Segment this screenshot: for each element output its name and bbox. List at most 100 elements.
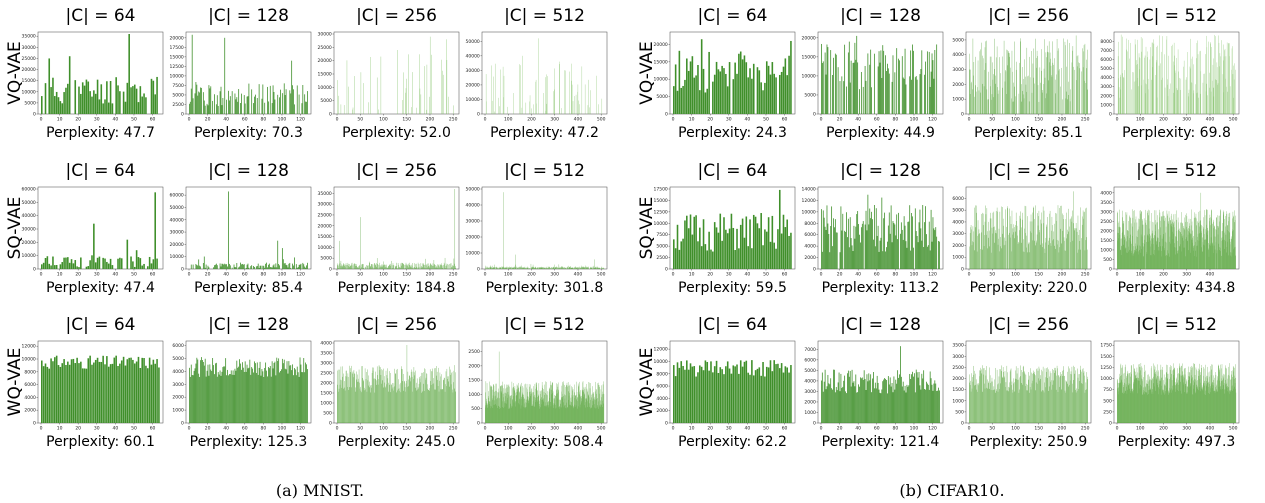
codeword-bar [686, 360, 688, 423]
x-tick-label: 100 [910, 272, 919, 278]
codeword-bar [752, 214, 755, 269]
codeword-bar [256, 362, 258, 423]
codeword-bar [738, 53, 740, 114]
codeword-bar [294, 368, 295, 423]
codeword-bar [191, 375, 193, 423]
codeword-bar [91, 96, 93, 114]
codeword-bar [264, 102, 266, 114]
x-tick-label: 60 [242, 117, 248, 123]
codeword-bar [853, 62, 855, 114]
codeword-bar [141, 265, 143, 269]
codeword-bar [256, 265, 258, 269]
codeword-bar [228, 100, 230, 114]
x-tick-label: 100 [278, 117, 287, 123]
codeword-bar [837, 382, 839, 423]
codeword-bar [254, 361, 255, 423]
codeword-bar [710, 361, 712, 423]
codeword-bar [743, 55, 746, 114]
usage-histogram: 0 1000 2000 3000 4000 5000 6000 7000 8000 0 100 200… [1100, 31, 1240, 123]
codeword-bar [135, 361, 138, 423]
codeword-bar [263, 377, 265, 423]
y-tick-label: 10000 [653, 77, 667, 83]
codeword-bar [52, 256, 54, 269]
x-tick-label: 0 [968, 272, 971, 278]
y-tick-label: 3000 [320, 361, 332, 367]
codeword-bar [900, 222, 902, 269]
y-tick-label: 5000 [656, 244, 668, 250]
codeword-bar [269, 366, 271, 423]
codeword-bar [771, 215, 774, 269]
codeword-bar [236, 97, 238, 114]
codeword-bar [109, 81, 112, 114]
codeword-bar [839, 81, 841, 114]
codeword-bar [137, 356, 140, 423]
codeword-bar [721, 369, 723, 423]
codeword-bar [286, 265, 288, 269]
codeword-bar [204, 267, 206, 269]
x-tick-label: 30 [94, 426, 100, 432]
y-tick-label: 1000 [952, 97, 964, 103]
codeword-bar [909, 205, 911, 269]
codeword-bar [853, 381, 855, 423]
codeword-bar [842, 386, 844, 423]
y-tick-label: 35000 [21, 34, 35, 40]
codeword-bar [278, 263, 280, 269]
x-tick-label: 100 [504, 117, 513, 123]
codeword-bar [196, 84, 198, 114]
y-tick-label: 1500 [320, 391, 332, 397]
codeword-bar [192, 264, 194, 269]
codeword-bar [277, 361, 279, 423]
codeword-bar [216, 376, 218, 423]
x-tick-label: 0 [1116, 117, 1119, 123]
codeword-bar [288, 361, 290, 423]
codeword-bar [739, 224, 742, 269]
codeword-bar [699, 365, 701, 423]
codeword-bar [842, 213, 844, 269]
codeword-bar [833, 218, 834, 269]
codeword-bar [880, 237, 882, 269]
codeword-bar [228, 90, 229, 114]
codeword-bar [202, 92, 204, 114]
codeword-bar [302, 372, 304, 423]
codeword-bar [270, 376, 272, 423]
codeword-bar [226, 99, 227, 114]
x-tick-label: 0 [188, 117, 191, 123]
codeword-bar [55, 264, 58, 269]
codeword-bar [888, 384, 890, 423]
perplexity-label: Perplexity: 508.4 [485, 434, 604, 450]
codeword-bar [780, 363, 783, 423]
x-tick-label: 20 [75, 117, 81, 123]
codeword-bar [63, 257, 65, 269]
codeword-bar [676, 90, 679, 114]
codeword-bar [859, 386, 860, 423]
codeword-bar [901, 386, 903, 423]
codeword-bar [254, 266, 255, 269]
x-tick-label: 30 [726, 426, 732, 432]
codeword-bar [700, 246, 703, 269]
codeword-bar [773, 73, 775, 114]
codeword-bar [265, 362, 267, 423]
perplexity-label: Perplexity: 125.3 [189, 434, 308, 450]
codeword-bar [775, 248, 777, 269]
codeword-bar [267, 376, 268, 423]
codeword-bar [689, 363, 692, 423]
codeword-bar [263, 265, 265, 269]
codeword-bar [220, 86, 222, 114]
codeword-bar [874, 246, 876, 269]
x-tick-label: 0 [672, 272, 675, 278]
codeword-bar [264, 267, 266, 269]
codeword-bar [258, 267, 260, 269]
codeword-bar [307, 369, 308, 423]
codeword-bar [732, 227, 735, 269]
y-tick-label: 3500 [1100, 200, 1112, 206]
perplexity-label: Perplexity: 113.2 [821, 280, 940, 296]
codeword-bar [828, 233, 830, 269]
codeword-bar [682, 85, 684, 114]
codebook-size-title: |C| = 256 [356, 6, 437, 26]
codeword-bar [52, 77, 54, 114]
codeword-bar [304, 372, 306, 423]
codeword-bar [912, 216, 913, 269]
codeword-bar [734, 366, 736, 423]
codeword-bar [749, 219, 751, 269]
codeword-bar [208, 85, 210, 114]
